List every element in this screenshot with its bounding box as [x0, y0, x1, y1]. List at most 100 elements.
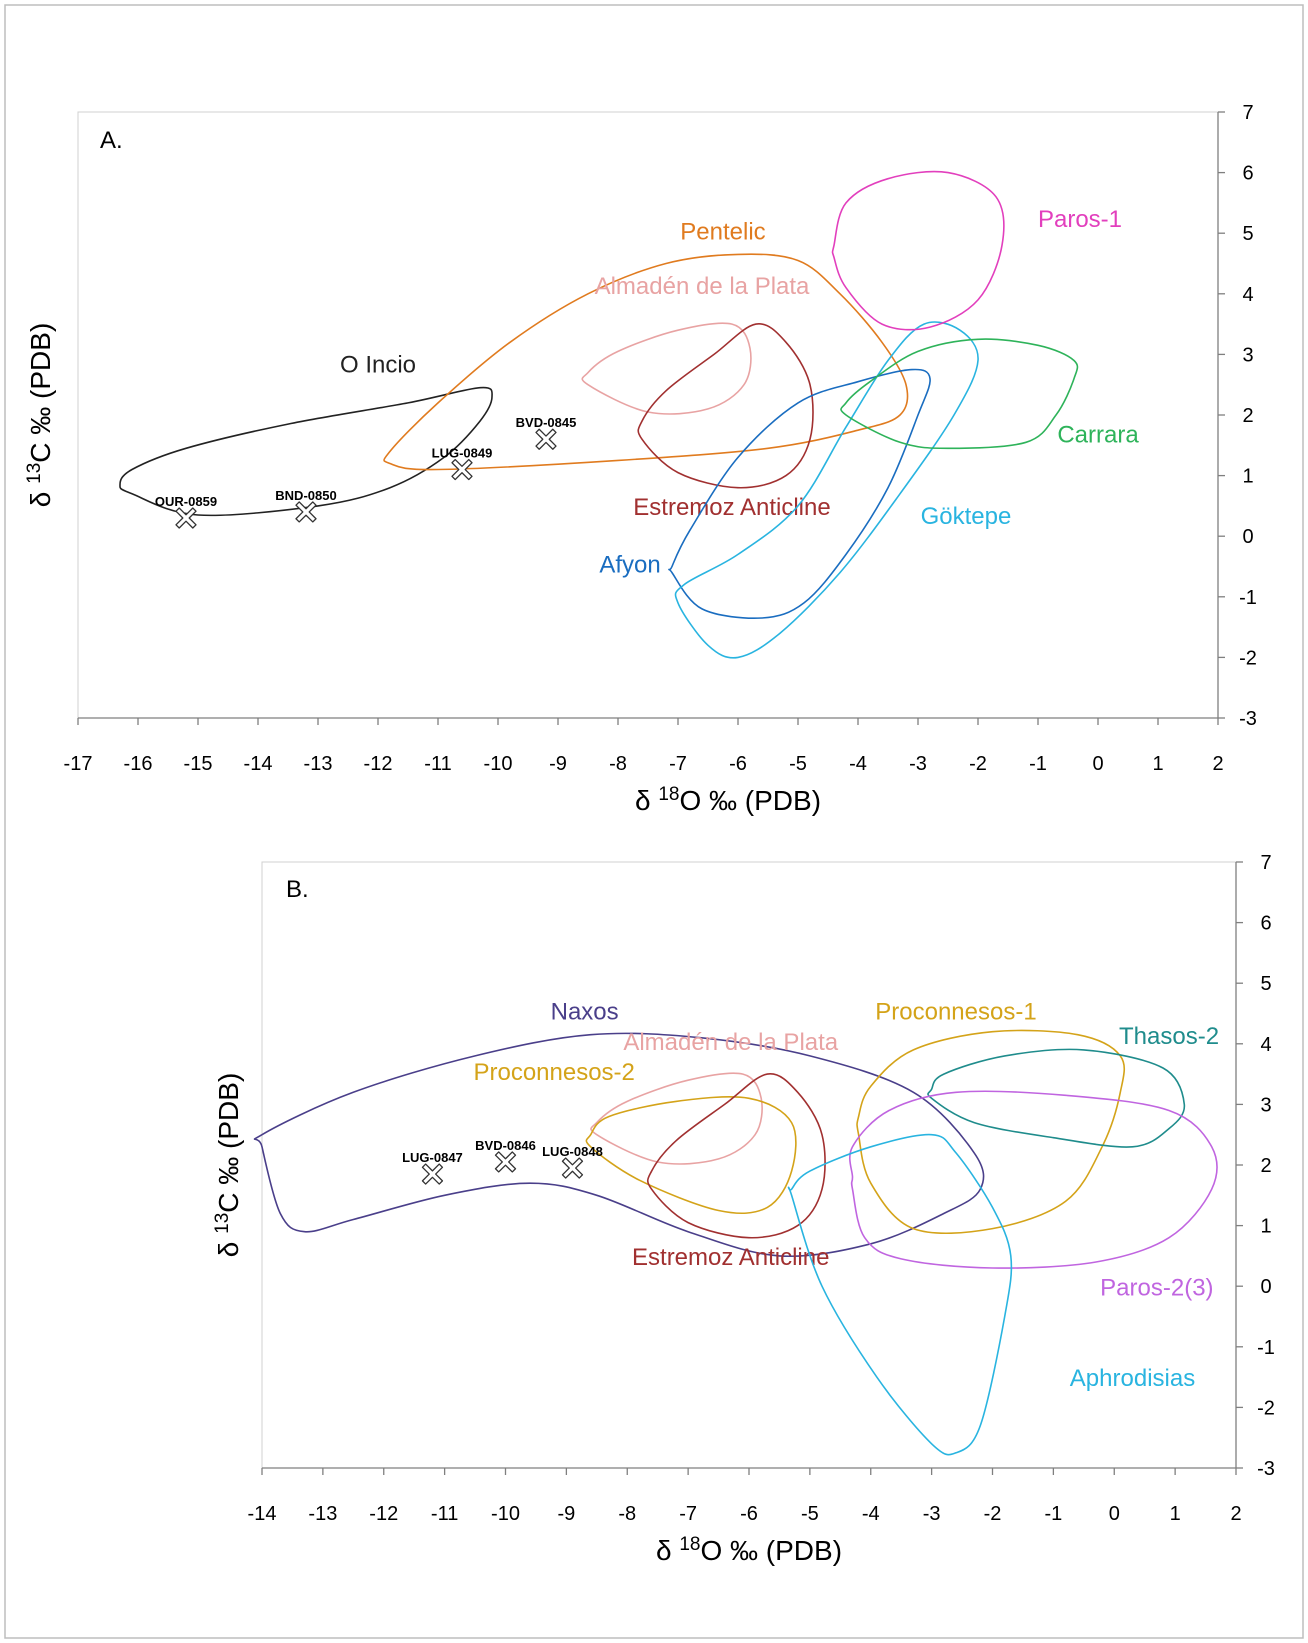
y-axis-title: δ 13C ‰ (PDB): [24, 323, 57, 508]
sample-label-bnd-0850: BND-0850: [275, 488, 336, 503]
field-proconnesos-1: [856, 1029, 1126, 1235]
field-label-estremoz-anticline: Estremoz Anticline: [633, 494, 830, 521]
field-label-paros-2-3: Paros-2(3): [1100, 1274, 1213, 1301]
x-tick-label: -7: [679, 1503, 697, 1525]
y-tick-label: 2: [1260, 1155, 1271, 1177]
x-tick-label: -14: [244, 753, 273, 775]
x-tick-label: -10: [484, 753, 513, 775]
x-tick-label: -3: [909, 753, 927, 775]
field-aphrodisias: [787, 1133, 1013, 1456]
x-tick-label: -1: [1044, 1503, 1062, 1525]
field-paros-1: [831, 170, 1005, 331]
y-tick-label: 3: [1260, 1094, 1271, 1116]
sample-marker-lug-0848: [561, 1157, 584, 1179]
y-tick-label: -3: [1257, 1458, 1275, 1480]
field-proconnesos-2: [585, 1096, 797, 1215]
x-tick-label: -4: [849, 753, 867, 775]
x-tick-label: 0: [1092, 753, 1103, 775]
sample-marker-bvd-0845: [535, 428, 557, 450]
x-axis-title: δ 18O ‰ (PDB): [635, 784, 821, 817]
field-label-naxos: Naxos: [551, 999, 619, 1026]
sample-label-lug-0849: LUG-0849: [432, 446, 493, 461]
y-tick-label: -1: [1239, 587, 1257, 609]
field-naxos: [253, 1032, 985, 1258]
field-label-paros-1: Paros-1: [1038, 206, 1122, 233]
sample-marker-lug-0847: [421, 1163, 444, 1185]
y-tick-label: 1: [1260, 1216, 1271, 1238]
y-tick-label: -3: [1239, 708, 1257, 730]
field-label-almad-n-de-la-plata: Almadén de la Plata: [595, 273, 810, 300]
y-tick-label: -2: [1239, 647, 1257, 669]
figure-border: [4, 4, 1304, 1639]
x-tick-label: -12: [364, 753, 393, 775]
field-afyon: [668, 368, 931, 620]
x-tick-label: -5: [789, 753, 807, 775]
x-tick-label: -10: [491, 1503, 520, 1525]
y-tick-label: 1: [1242, 466, 1253, 488]
x-tick-label: -15: [184, 753, 213, 775]
field-label-g-ktepe: Göktepe: [921, 503, 1012, 530]
y-tick-label: 6: [1242, 163, 1253, 185]
y-tick-label: 0: [1260, 1276, 1271, 1298]
y-tick-label: 2: [1242, 405, 1253, 427]
x-tick-label: -11: [424, 753, 451, 775]
sample-marker-our-0859: [175, 507, 197, 529]
y-tick-label: 5: [1242, 223, 1253, 245]
x-tick-label: -12: [369, 1503, 398, 1525]
sample-label-bvd-0845: BVD-0845: [516, 415, 577, 430]
x-tick-label: -9: [549, 753, 567, 775]
x-tick-label: -2: [984, 1503, 1002, 1525]
field-almad-n-de-la-plata: [590, 1072, 763, 1165]
x-tick-label: -8: [609, 753, 627, 775]
field-paros-2-3: [849, 1090, 1218, 1269]
sample-marker-lug-0849: [451, 458, 473, 481]
x-tick-label: 2: [1212, 753, 1223, 775]
y-tick-label: 0: [1242, 526, 1253, 548]
x-tick-label: -11: [431, 1503, 458, 1525]
field-almad-n-de-la-plata: [581, 322, 752, 415]
field-label-thasos-2: Thasos-2: [1119, 1023, 1219, 1050]
x-tick-label: -6: [729, 753, 747, 775]
field-o-incio: [119, 386, 493, 517]
panel-letter: B.: [286, 876, 309, 903]
field-label-o-incio: O Incio: [340, 352, 416, 379]
field-g-ktepe: [674, 321, 979, 659]
y-tick-label: 5: [1260, 973, 1271, 995]
x-tick-label: 1: [1170, 1503, 1181, 1525]
x-tick-label: -14: [248, 1503, 277, 1525]
field-label-afyon: Afyon: [599, 552, 660, 579]
sample-label-lug-0848: LUG-0848: [542, 1144, 603, 1159]
x-axis-title: δ 18O ‰ (PDB): [656, 1534, 842, 1567]
x-tick-label: -16: [124, 753, 153, 775]
field-label-aphrodisias: Aphrodisias: [1070, 1365, 1195, 1392]
y-axis-title: δ 13C ‰ (PDB): [212, 1073, 245, 1258]
field-carrara: [840, 338, 1079, 450]
x-tick-label: -2: [969, 753, 987, 775]
field-pentelic: [383, 253, 909, 471]
field-label-estremoz-anticline: Estremoz Anticline: [632, 1244, 829, 1271]
y-tick-label: 6: [1260, 913, 1271, 935]
x-tick-label: -17: [64, 753, 93, 775]
x-tick-label: -7: [669, 753, 687, 775]
y-tick-label: 4: [1260, 1034, 1271, 1056]
x-tick-label: -4: [862, 1503, 880, 1525]
panel-a: -17 -16 -15 -14 -13 -12 -11 -10 -9 -8 -7 -6 -5 -4 -3 -2…: [24, 102, 1257, 816]
panel-b: -14 -13 -12 -11 -10 -9 -8 -7 -6 -5 -4 -3 -2 -1 0 1 27654…: [212, 852, 1275, 1566]
field-estremoz-anticline: [646, 1073, 826, 1239]
y-tick-label: 3: [1242, 344, 1253, 366]
sample-label-our-0859: OUR-0859: [155, 494, 217, 509]
x-tick-label: -13: [308, 1503, 337, 1525]
x-tick-label: 0: [1109, 1503, 1120, 1525]
x-tick-label: -13: [304, 753, 333, 775]
field-thasos-2: [927, 1048, 1186, 1148]
sample-label-lug-0847: LUG-0847: [402, 1150, 463, 1165]
x-tick-label: -5: [801, 1503, 819, 1525]
field-estremoz-anticline: [637, 323, 814, 489]
y-tick-label: 4: [1242, 284, 1253, 306]
x-tick-label: 2: [1230, 1503, 1241, 1525]
field-label-proconnesos-1: Proconnesos-1: [875, 999, 1036, 1026]
x-tick-label: -6: [740, 1503, 758, 1525]
y-tick-label: -2: [1257, 1397, 1275, 1419]
sample-label-bvd-0846: BVD-0846: [475, 1138, 536, 1153]
